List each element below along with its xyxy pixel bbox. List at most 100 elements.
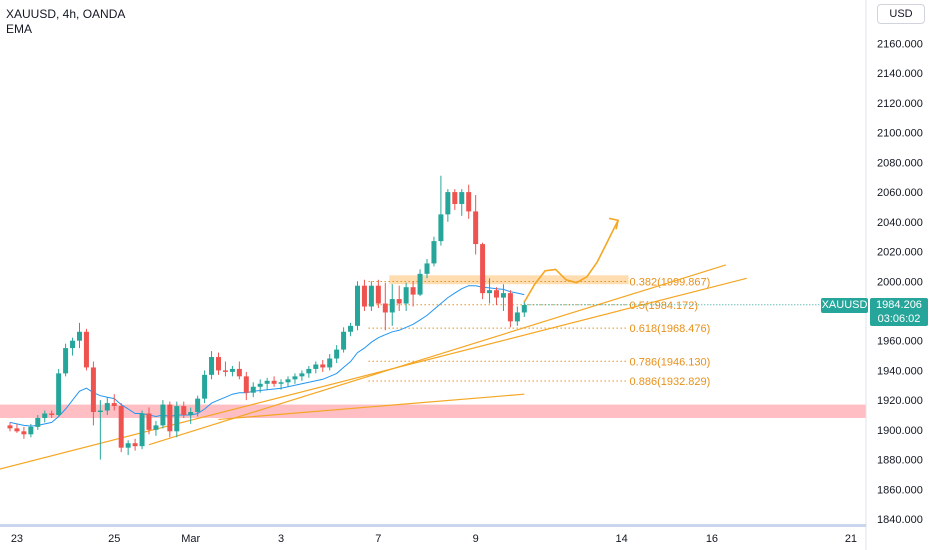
candle-body [278,382,284,384]
candle-body [104,403,110,411]
candle-body [459,192,465,204]
candle-body [216,357,221,371]
symbol-title: XAUUSD, 4h, OANDA [6,7,126,21]
candle-body [327,358,333,368]
candle-body [500,293,506,298]
candle-body [445,192,451,215]
bar-countdown: 03:06:02 [877,313,921,325]
indicator-label[interactable]: EMA [6,22,33,36]
price-tick-label: 2020.000 [877,247,923,259]
price-tick-label: 1940.000 [877,365,923,377]
price-tick-label: 2040.000 [877,217,923,229]
time-tick-label: 23 [11,533,23,545]
candle-body [42,413,48,418]
trendline [218,393,525,421]
time-tick-label: 21 [845,533,857,545]
price-tick-label: 2140.000 [877,68,923,80]
candle-body [375,285,381,304]
candle-body [480,244,486,294]
candle-body [389,299,395,313]
trendline [148,264,727,446]
candle-body [306,368,312,374]
candle-body [153,425,159,430]
time-tick-label: 16 [706,533,718,545]
candle-body [174,406,180,432]
candle-body [473,211,479,245]
candle-body [209,357,215,375]
time-tick-label: 25 [108,533,120,545]
price-tick-label: 2080.000 [877,157,923,169]
candle-body [146,413,152,430]
candle-body [97,410,103,413]
candle-body [292,376,298,380]
candle-body [35,417,41,427]
fib-level-label: 0.886(1932.829) [630,376,711,388]
candle-body [285,379,291,383]
candle-body [202,374,208,399]
candle-body [521,305,527,313]
candle-body [494,290,499,298]
fib-level-label: 0.786(1946.130) [630,356,711,368]
price-tick-label: 2060.000 [877,187,923,199]
candle-body [56,373,62,415]
candle-body [132,443,138,447]
candle-body [514,312,520,322]
candle-body [410,287,416,295]
price-tick-label: 1840.000 [877,514,923,526]
candle-body [348,325,354,332]
candle-body [188,412,194,415]
last-price-tag: 1984.206 03:06:02 [870,298,928,326]
time-tick-label: 9 [473,533,479,545]
candle-body [313,364,319,369]
candle-body [222,370,228,372]
candle-body [7,425,13,429]
candle-body [236,368,242,377]
candle-body [21,431,27,435]
candle-body [77,331,82,341]
candle-body [195,398,201,413]
candle-body [417,273,423,295]
symbol-price-tag: XAUUSD [821,298,868,313]
candle-body [28,426,34,435]
last-price-value: 1984.206 [876,299,922,311]
candle-body [83,331,89,368]
price-tick-label: 1880.000 [877,455,923,467]
candle-body [320,364,326,368]
price-tick-label: 1860.000 [877,484,923,496]
candle-body [271,380,277,384]
price-tick-label: 2120.000 [877,98,923,110]
support-zone [0,404,866,418]
candle-body [334,349,340,359]
projection-path [523,219,619,303]
candle-body [466,192,472,212]
currency-button[interactable]: USD [877,4,925,24]
time-tick-label: 3 [278,533,284,545]
price-tick-label: 1920.000 [877,395,923,407]
candle-body [396,299,402,304]
candle-body [403,287,409,304]
price-tick-label: 1900.000 [877,425,923,437]
candle-body [361,285,367,307]
candle-body [382,303,388,313]
candle-body [167,404,173,432]
candle-body [125,443,131,448]
candle-body [160,404,166,426]
candle-body [139,413,145,447]
candle-body [299,373,305,377]
candle-body [431,241,437,264]
candle-body [229,368,235,372]
candle-body [90,367,96,413]
candle-body [368,285,374,307]
candle-body [452,192,458,204]
trendline [0,277,747,470]
candle-body [181,406,187,415]
price-tick-label: 2160.000 [877,39,923,51]
price-tick-label: 1960.000 [877,336,923,348]
candle-body [49,413,55,415]
price-tick-label: 2100.000 [877,128,923,140]
candle-body [14,428,20,432]
resistance-zone [389,275,629,285]
time-axis-border [0,524,866,527]
fib-level-label: 0.618(1968.476) [630,323,711,335]
